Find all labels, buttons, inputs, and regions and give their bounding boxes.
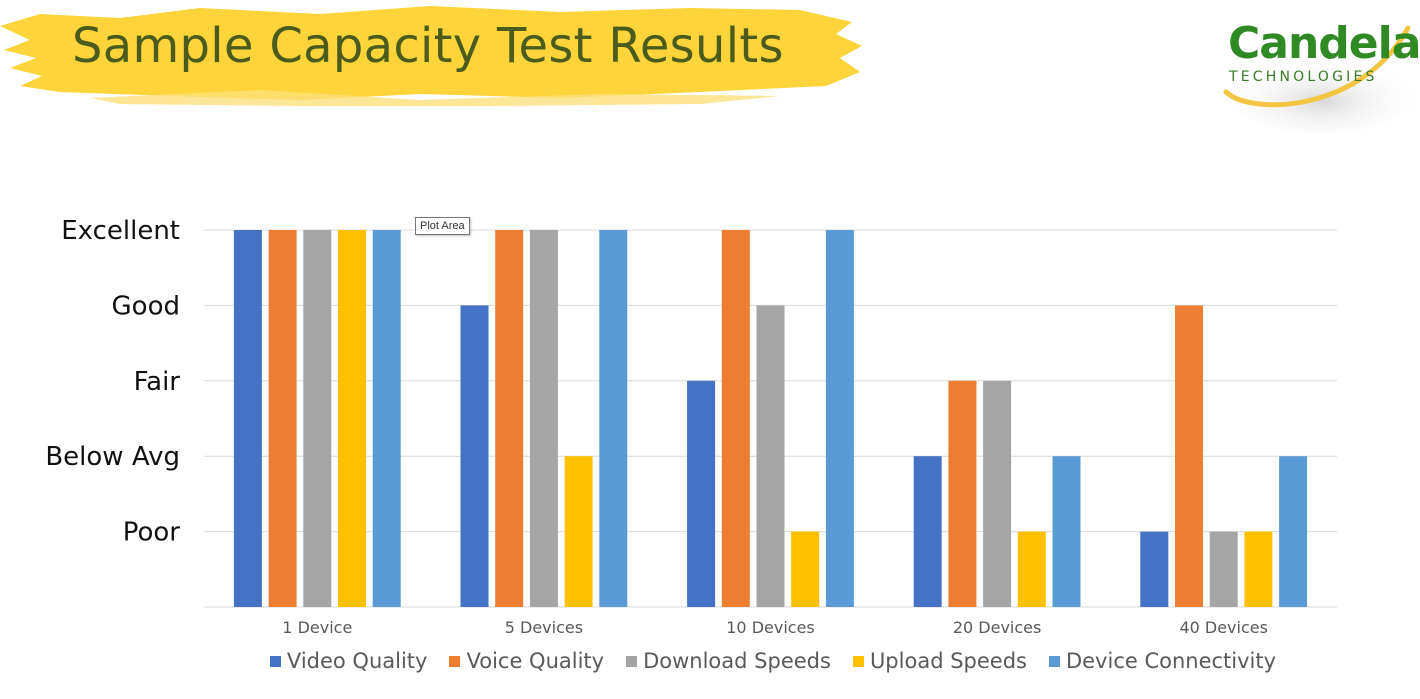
legend-label: Device Connectivity bbox=[1065, 649, 1277, 673]
candela-logo bbox=[1223, 25, 1416, 133]
y-tick-label: Fair bbox=[134, 367, 181, 397]
legend-item[interactable]: Download Speeds bbox=[626, 649, 831, 673]
legend-item[interactable]: Device Connectivity bbox=[1048, 649, 1277, 673]
bar[interactable] bbox=[687, 380, 716, 607]
plot-area-tooltip: Plot Area bbox=[415, 217, 470, 235]
y-tick-label: Poor bbox=[123, 518, 181, 548]
bar[interactable] bbox=[495, 230, 524, 607]
bar[interactable] bbox=[233, 230, 262, 607]
legend-swatch bbox=[1048, 655, 1060, 667]
bar[interactable] bbox=[825, 230, 854, 607]
bar[interactable] bbox=[599, 230, 628, 607]
x-tick-label: 20 Devices bbox=[953, 618, 1042, 637]
y-tick-label: Excellent bbox=[61, 216, 180, 246]
bar[interactable] bbox=[1279, 456, 1308, 607]
bar[interactable] bbox=[1175, 305, 1203, 607]
legend-item[interactable]: Voice Quality bbox=[449, 649, 604, 673]
x-tick-label: 10 Devices bbox=[726, 618, 815, 637]
legend-swatch bbox=[626, 655, 638, 667]
bar[interactable] bbox=[372, 230, 401, 607]
legend-label: Upload Speeds bbox=[869, 649, 1027, 673]
x-tick-label: 40 Devices bbox=[1179, 618, 1268, 637]
bar[interactable] bbox=[721, 230, 750, 607]
x-tick-label: 1 Device bbox=[282, 618, 352, 637]
chart-legend: Video Quality Voice Quality Download Speed… bbox=[0, 649, 1420, 673]
bar[interactable] bbox=[460, 305, 489, 607]
bar[interactable] bbox=[983, 380, 1012, 607]
legend-swatch bbox=[852, 655, 864, 667]
bar[interactable] bbox=[1244, 531, 1273, 607]
legend-label: Voice Quality bbox=[466, 649, 605, 673]
y-tick-label: Good bbox=[112, 291, 180, 321]
bars bbox=[233, 230, 1308, 607]
bar[interactable] bbox=[948, 380, 977, 607]
bar[interactable] bbox=[303, 230, 332, 607]
slide-title: Sample Capacity Test Results bbox=[72, 18, 784, 74]
legend-swatch bbox=[449, 655, 461, 667]
bar[interactable] bbox=[1209, 531, 1238, 607]
title-banner bbox=[0, 6, 862, 106]
bar[interactable] bbox=[338, 230, 366, 607]
bar[interactable] bbox=[529, 230, 558, 607]
bar[interactable] bbox=[756, 305, 785, 607]
legend-item[interactable]: Upload Speeds bbox=[852, 649, 1027, 673]
bar[interactable] bbox=[1017, 531, 1046, 607]
x-tick-label: 5 Devices bbox=[505, 618, 583, 637]
bar[interactable] bbox=[913, 456, 942, 607]
logo-subtitle: TECHNOLOGIES bbox=[1229, 69, 1378, 85]
x-axis-labels: 1 Device 5 Devices 10 Devices 20 Devices 40 … bbox=[282, 618, 1268, 637]
y-tick-label: Below Avg bbox=[45, 442, 180, 472]
bar[interactable] bbox=[268, 230, 297, 607]
legend-swatch bbox=[269, 655, 281, 667]
bar[interactable] bbox=[791, 531, 820, 607]
legend-label: Video Quality bbox=[286, 649, 428, 673]
legend-item[interactable]: Video Quality bbox=[269, 649, 428, 673]
logo-wordmark: Candela bbox=[1228, 18, 1420, 69]
legend-label: Download Speeds bbox=[643, 649, 831, 673]
bar[interactable] bbox=[1140, 531, 1169, 607]
bar[interactable] bbox=[564, 456, 593, 607]
bar[interactable] bbox=[1052, 456, 1081, 607]
y-axis-labels: Poor Below Avg Fair Good Excellent bbox=[45, 216, 180, 548]
